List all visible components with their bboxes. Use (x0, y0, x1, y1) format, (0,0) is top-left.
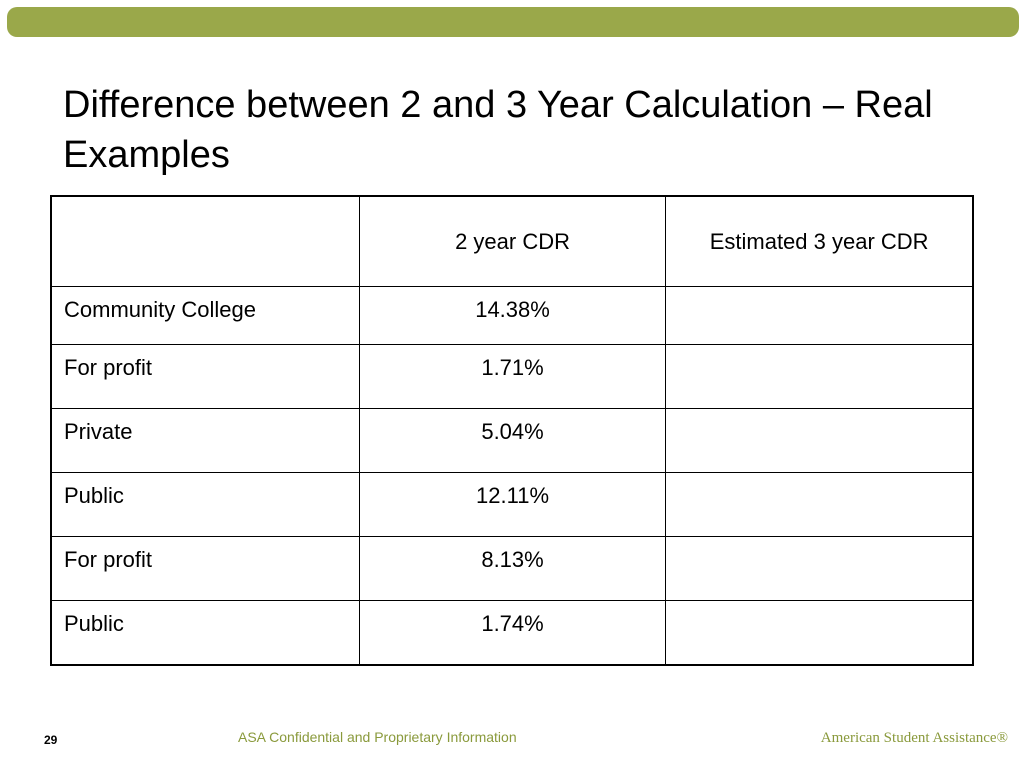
three-year-value (665, 344, 974, 409)
header-cell-3-year-cdr: Estimated 3 year CDR (665, 195, 974, 287)
two-year-value: 1.74% (358, 600, 667, 665)
table-row: Community College 14.38% (50, 286, 974, 345)
row-label: Public (50, 472, 360, 537)
row-label: For profit (50, 344, 360, 409)
three-year-value (665, 286, 974, 345)
row-label: Private (50, 408, 360, 473)
table-row: Public 12.11% (50, 472, 974, 537)
two-year-value: 1.71% (358, 344, 667, 409)
two-year-value: 12.11% (358, 472, 667, 537)
three-year-value (665, 472, 974, 537)
row-label: Public (50, 600, 360, 665)
row-label: Community College (50, 286, 360, 345)
table-row: Public 1.74% (50, 600, 974, 665)
three-year-value (665, 408, 974, 473)
two-year-value: 8.13% (358, 536, 667, 601)
row-label: For profit (50, 536, 360, 601)
header-cell-empty (50, 195, 360, 287)
table-row: Private 5.04% (50, 408, 974, 473)
table-row: For profit 1.71% (50, 344, 974, 409)
table-header-row: 2 year CDR Estimated 3 year CDR (50, 195, 974, 287)
header-bar (7, 7, 1019, 37)
two-year-value: 5.04% (358, 408, 667, 473)
brand-logo-text: American Student Assistance® (820, 730, 1008, 746)
three-year-value (665, 600, 974, 665)
header-cell-2-year-cdr: 2 year CDR (358, 195, 667, 287)
slide-title: Difference between 2 and 3 Year Calculat… (63, 84, 933, 176)
cdr-table: 2 year CDR Estimated 3 year CDR Communit… (50, 195, 974, 666)
two-year-value: 14.38% (358, 286, 667, 345)
table-row: For profit 8.13% (50, 536, 974, 601)
three-year-value (665, 536, 974, 601)
confidential-note: ASA Confidential and Proprietary Informa… (238, 729, 517, 745)
page-number: 29 (44, 733, 58, 747)
